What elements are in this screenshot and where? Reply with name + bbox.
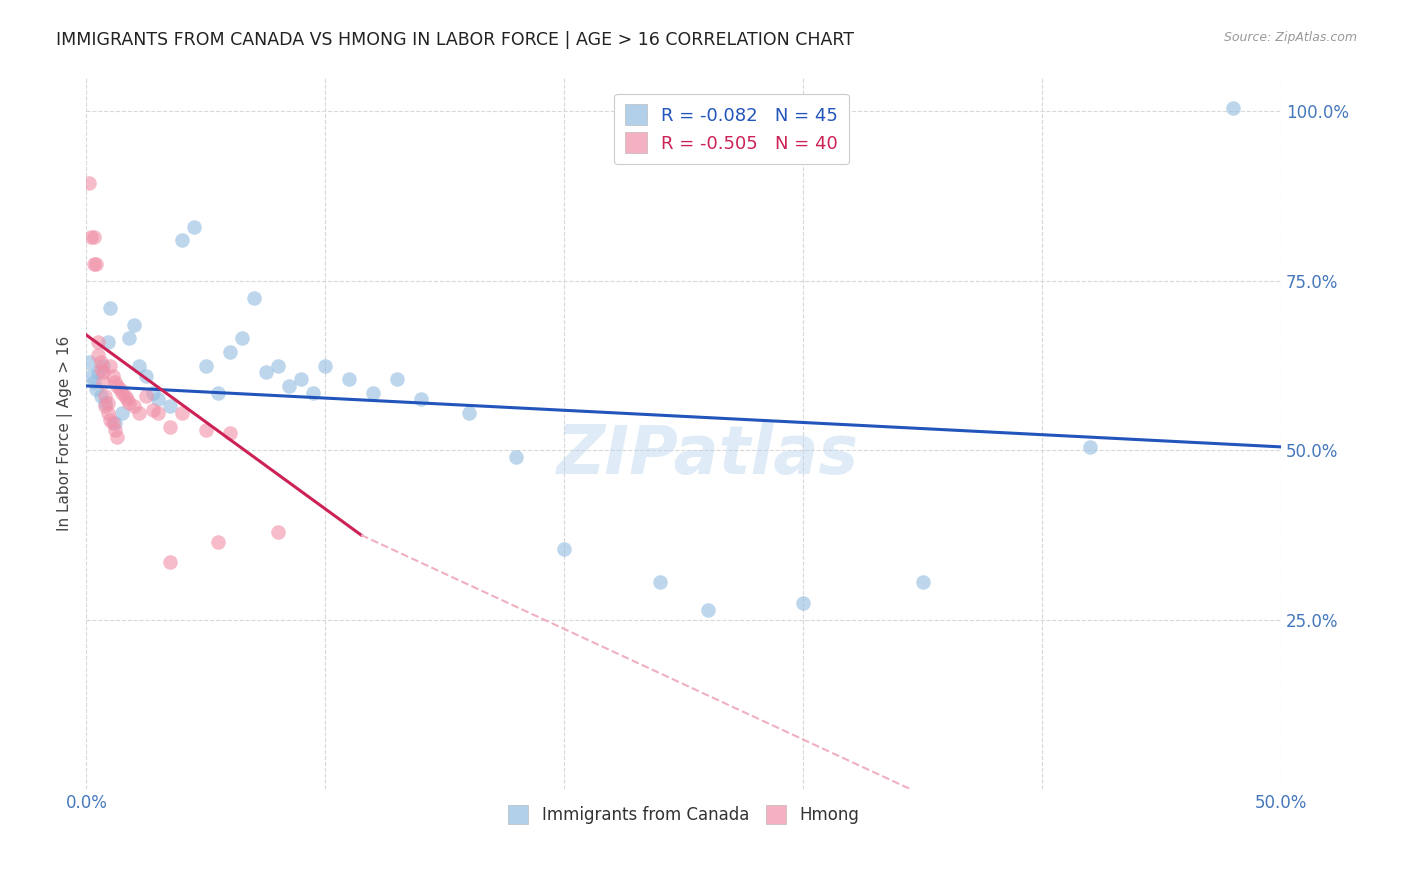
Point bbox=[90, 389, 112, 403]
Point bbox=[911, 575, 934, 590]
Point bbox=[142, 402, 165, 417]
Point bbox=[118, 396, 141, 410]
Point bbox=[457, 406, 479, 420]
Point bbox=[1222, 101, 1244, 115]
Point bbox=[135, 368, 157, 383]
Point bbox=[266, 359, 288, 373]
Point bbox=[183, 219, 205, 234]
Point bbox=[111, 385, 134, 400]
Point bbox=[91, 359, 114, 373]
Point bbox=[128, 406, 150, 420]
Point bbox=[242, 291, 264, 305]
Point bbox=[84, 382, 107, 396]
Point bbox=[146, 406, 169, 420]
Point bbox=[83, 376, 105, 390]
Text: IMMIGRANTS FROM CANADA VS HMONG IN LABOR FORCE | AGE > 16 CORRELATION CHART: IMMIGRANTS FROM CANADA VS HMONG IN LABOR… bbox=[56, 31, 855, 49]
Point bbox=[302, 385, 325, 400]
Point bbox=[91, 365, 114, 379]
Text: Source: ZipAtlas.com: Source: ZipAtlas.com bbox=[1223, 31, 1357, 45]
Point bbox=[87, 348, 110, 362]
Point bbox=[104, 416, 127, 430]
Point bbox=[194, 359, 217, 373]
Point bbox=[409, 392, 432, 407]
Point bbox=[98, 301, 121, 315]
Point bbox=[118, 331, 141, 345]
Point bbox=[77, 355, 100, 369]
Point bbox=[114, 389, 136, 403]
Point bbox=[218, 426, 240, 441]
Point bbox=[159, 399, 181, 413]
Point bbox=[278, 379, 301, 393]
Point bbox=[94, 399, 117, 413]
Point bbox=[361, 385, 384, 400]
Point bbox=[101, 368, 124, 383]
Point bbox=[90, 355, 112, 369]
Point bbox=[231, 331, 253, 345]
Point bbox=[98, 413, 121, 427]
Point bbox=[1078, 440, 1101, 454]
Point bbox=[98, 359, 121, 373]
Point bbox=[648, 575, 671, 590]
Point bbox=[314, 359, 336, 373]
Point bbox=[142, 385, 165, 400]
Point bbox=[80, 368, 103, 383]
Point bbox=[170, 233, 193, 247]
Point bbox=[97, 334, 120, 349]
Point bbox=[385, 372, 408, 386]
Point bbox=[91, 376, 114, 390]
Point bbox=[159, 419, 181, 434]
Point bbox=[135, 389, 157, 403]
Point bbox=[266, 524, 288, 539]
Point bbox=[107, 430, 129, 444]
Point bbox=[218, 345, 240, 359]
Point bbox=[792, 596, 814, 610]
Point bbox=[83, 229, 105, 244]
Point bbox=[83, 257, 105, 271]
Point bbox=[128, 359, 150, 373]
Point bbox=[254, 365, 277, 379]
Point bbox=[94, 389, 117, 403]
Point bbox=[80, 229, 103, 244]
Point bbox=[97, 396, 120, 410]
Point bbox=[505, 450, 527, 464]
Point bbox=[146, 392, 169, 407]
Point bbox=[77, 176, 100, 190]
Point bbox=[207, 385, 229, 400]
Point bbox=[87, 365, 110, 379]
Point bbox=[207, 534, 229, 549]
Point bbox=[94, 396, 117, 410]
Point bbox=[84, 257, 107, 271]
Y-axis label: In Labor Force | Age > 16: In Labor Force | Age > 16 bbox=[58, 335, 73, 531]
Point bbox=[194, 423, 217, 437]
Point bbox=[101, 416, 124, 430]
Point bbox=[337, 372, 360, 386]
Text: ZIPatlas: ZIPatlas bbox=[557, 422, 859, 488]
Point bbox=[97, 406, 120, 420]
Point bbox=[553, 541, 575, 556]
Point bbox=[90, 362, 112, 376]
Point bbox=[115, 392, 138, 407]
Point bbox=[170, 406, 193, 420]
Legend: Immigrants from Canada, Hmong: Immigrants from Canada, Hmong bbox=[498, 795, 869, 834]
Point bbox=[290, 372, 312, 386]
Point bbox=[108, 382, 131, 396]
Point bbox=[111, 406, 134, 420]
Point bbox=[122, 318, 145, 332]
Point bbox=[104, 376, 127, 390]
Point bbox=[107, 379, 129, 393]
Point bbox=[696, 602, 718, 616]
Point bbox=[87, 334, 110, 349]
Point bbox=[159, 555, 181, 569]
Point bbox=[104, 423, 127, 437]
Point bbox=[122, 399, 145, 413]
